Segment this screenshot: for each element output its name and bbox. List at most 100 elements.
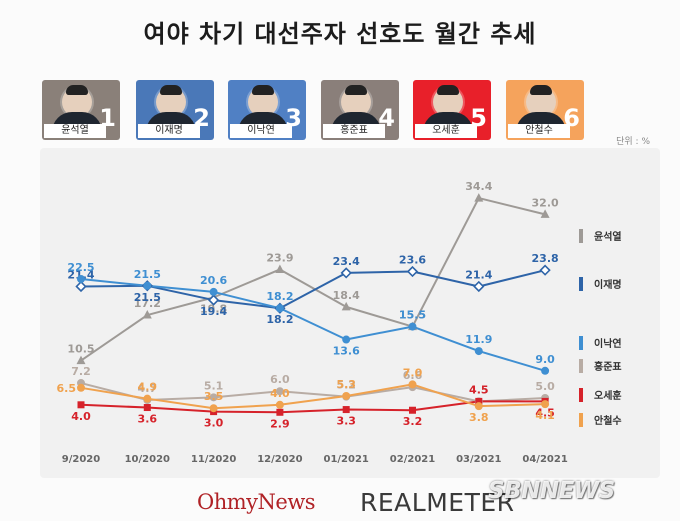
data-point <box>541 400 550 409</box>
data-label: 2.9 <box>270 417 290 430</box>
data-label: 11.9 <box>465 333 492 346</box>
data-label: 9.0 <box>535 353 555 366</box>
data-label: 6.6 <box>403 369 423 382</box>
data-label: 4.9 <box>138 381 158 394</box>
data-label: 4.0 <box>270 387 290 400</box>
data-point <box>342 391 351 400</box>
series-line <box>80 197 547 362</box>
data-point <box>77 275 85 283</box>
data-point <box>340 267 352 279</box>
candidate-card-2: 이재명 2 <box>136 80 214 140</box>
data-point <box>474 193 484 202</box>
data-point <box>275 387 284 396</box>
data-label: 13.6 <box>333 345 360 358</box>
data-label: 15.5 <box>399 309 426 322</box>
data-label: 21.5 <box>134 268 161 281</box>
legend-swatch <box>579 388 583 402</box>
data-point <box>77 401 85 409</box>
data-point <box>473 280 485 293</box>
data-point <box>276 408 284 416</box>
chart-title: 여야 차기 대선주자 선호도 월간 추세 <box>143 20 537 48</box>
candidate-name: 이낙연 <box>230 124 292 138</box>
data-point <box>474 347 483 356</box>
candidate-name: 안철수 <box>508 124 570 138</box>
data-label: 3.3 <box>336 415 356 428</box>
data-point <box>209 287 218 296</box>
data-label: 4.0 <box>71 410 91 423</box>
data-label: 19.4 <box>200 305 227 318</box>
data-point <box>341 301 351 311</box>
candidate-card-6: 안철수 6 <box>506 80 584 140</box>
data-point <box>209 404 218 413</box>
candidate-name: 오세훈 <box>415 124 477 138</box>
realmeter-logo: REALMETER <box>360 488 515 517</box>
data-point <box>76 355 86 365</box>
candidate-name: 이재명 <box>138 124 200 138</box>
legend-swatch <box>579 413 583 427</box>
data-point <box>209 393 218 402</box>
unit-label: 단위 : % <box>616 137 650 147</box>
data-label: 4.5 <box>469 383 489 396</box>
data-point <box>143 404 151 412</box>
candidate-card-1: 윤석열 1 <box>42 80 120 140</box>
data-point <box>539 264 551 276</box>
data-point <box>142 310 152 319</box>
candidate-number: 1 <box>99 104 116 132</box>
data-point <box>474 402 483 411</box>
sbnnews-watermark: SBNNEWS <box>488 478 615 504</box>
data-label: 7.2 <box>71 365 91 378</box>
data-point <box>408 322 417 331</box>
legend-swatch <box>579 336 583 350</box>
data-label: 23.6 <box>399 254 426 267</box>
legend-label: 이낙연 <box>594 337 622 350</box>
x-tick-label: 02/2021 <box>390 454 435 465</box>
data-label: 21.4 <box>465 268 492 281</box>
data-label: 23.8 <box>532 252 559 265</box>
data-label: 5.2 <box>336 379 356 392</box>
data-label: 7.0 <box>403 366 423 379</box>
candidate-card-5: 오세훈 5 <box>413 80 491 140</box>
data-point <box>406 265 419 278</box>
data-label: 6.5 <box>57 382 77 395</box>
data-label: 18.2 <box>266 313 293 326</box>
legend-label: 오세훈 <box>594 389 622 402</box>
chart-panel <box>40 148 660 478</box>
data-point <box>143 394 152 403</box>
data-label: 17.2 <box>134 297 161 310</box>
data-point <box>475 397 483 405</box>
series-line <box>80 383 547 410</box>
candidate-card-3: 이낙연 3 <box>228 80 306 140</box>
data-label: 3.5 <box>204 390 224 403</box>
data-label: 15.5 <box>399 309 426 322</box>
candidate-card-4: 홍준표 4 <box>321 80 399 140</box>
data-label: 4.5 <box>535 406 555 419</box>
candidate-number: 5 <box>470 104 487 132</box>
data-point <box>342 335 351 344</box>
x-tick-label: 10/2020 <box>125 454 170 465</box>
series-line <box>80 278 547 372</box>
data-label: 22.5 <box>67 261 94 274</box>
data-label: 3.6 <box>138 413 158 426</box>
candidate-number: 4 <box>378 104 395 132</box>
candidate-name: 홍준표 <box>323 124 385 138</box>
data-label: 21.5 <box>134 291 161 304</box>
data-point <box>409 406 416 414</box>
data-point <box>275 264 285 273</box>
data-label: 18.4 <box>333 289 360 302</box>
x-tick-label: 12/2020 <box>257 454 302 465</box>
data-point <box>541 366 550 375</box>
data-label: 5.0 <box>535 380 555 393</box>
data-label: 23.9 <box>266 251 293 264</box>
data-label: 5.3 <box>336 378 356 391</box>
data-point <box>75 280 87 293</box>
data-label: 5.1 <box>204 379 224 392</box>
x-tick-label: 04/2021 <box>522 454 567 465</box>
legend-label: 안철수 <box>594 414 622 427</box>
legend-swatch <box>579 359 583 373</box>
data-label: 4.5 <box>469 383 489 396</box>
data-label: 3.0 <box>204 417 224 430</box>
data-label: 18.2 <box>266 290 293 303</box>
candidate-name: 윤석열 <box>44 124 106 138</box>
